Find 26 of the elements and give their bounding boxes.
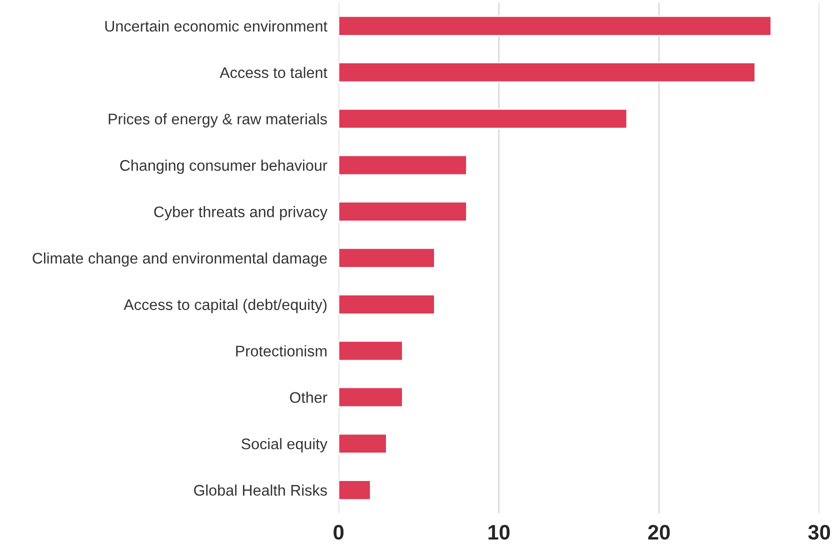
bar — [338, 294, 436, 315]
y-tick-label: Climate change and environmental damage — [32, 252, 327, 267]
bar — [338, 62, 756, 83]
y-tick-label: Prices of energy & raw materials — [108, 113, 327, 128]
y-tick-label: Protectionism — [236, 345, 326, 356]
y-tick-label: Global Health Risks — [194, 484, 327, 496]
x-tick-label: 20 — [648, 524, 670, 540]
x-tick-label: 0 — [334, 524, 344, 540]
bar — [338, 108, 628, 130]
bar — [338, 386, 404, 408]
bar — [338, 340, 404, 362]
bar — [338, 433, 388, 454]
x-tick-label: 10 — [488, 524, 510, 540]
bar — [338, 480, 372, 500]
y-tick-label: Other — [290, 392, 328, 403]
bar — [338, 201, 468, 222]
y-tick-label: Cyber threats and privacy — [154, 206, 328, 220]
bar — [338, 154, 468, 176]
y-tick-label: Changing consumer behaviour — [120, 160, 328, 174]
y-tick-label: Access to capital (debt/equity) — [124, 298, 327, 314]
x-tick-label: 30 — [808, 524, 830, 540]
y-tick-label: Social equity — [242, 438, 328, 452]
bar — [338, 248, 436, 268]
bar — [338, 15, 772, 36]
y-tick-label: Access to talent — [220, 66, 328, 78]
y-tick-label: Uncertain economic environment — [105, 20, 328, 32]
